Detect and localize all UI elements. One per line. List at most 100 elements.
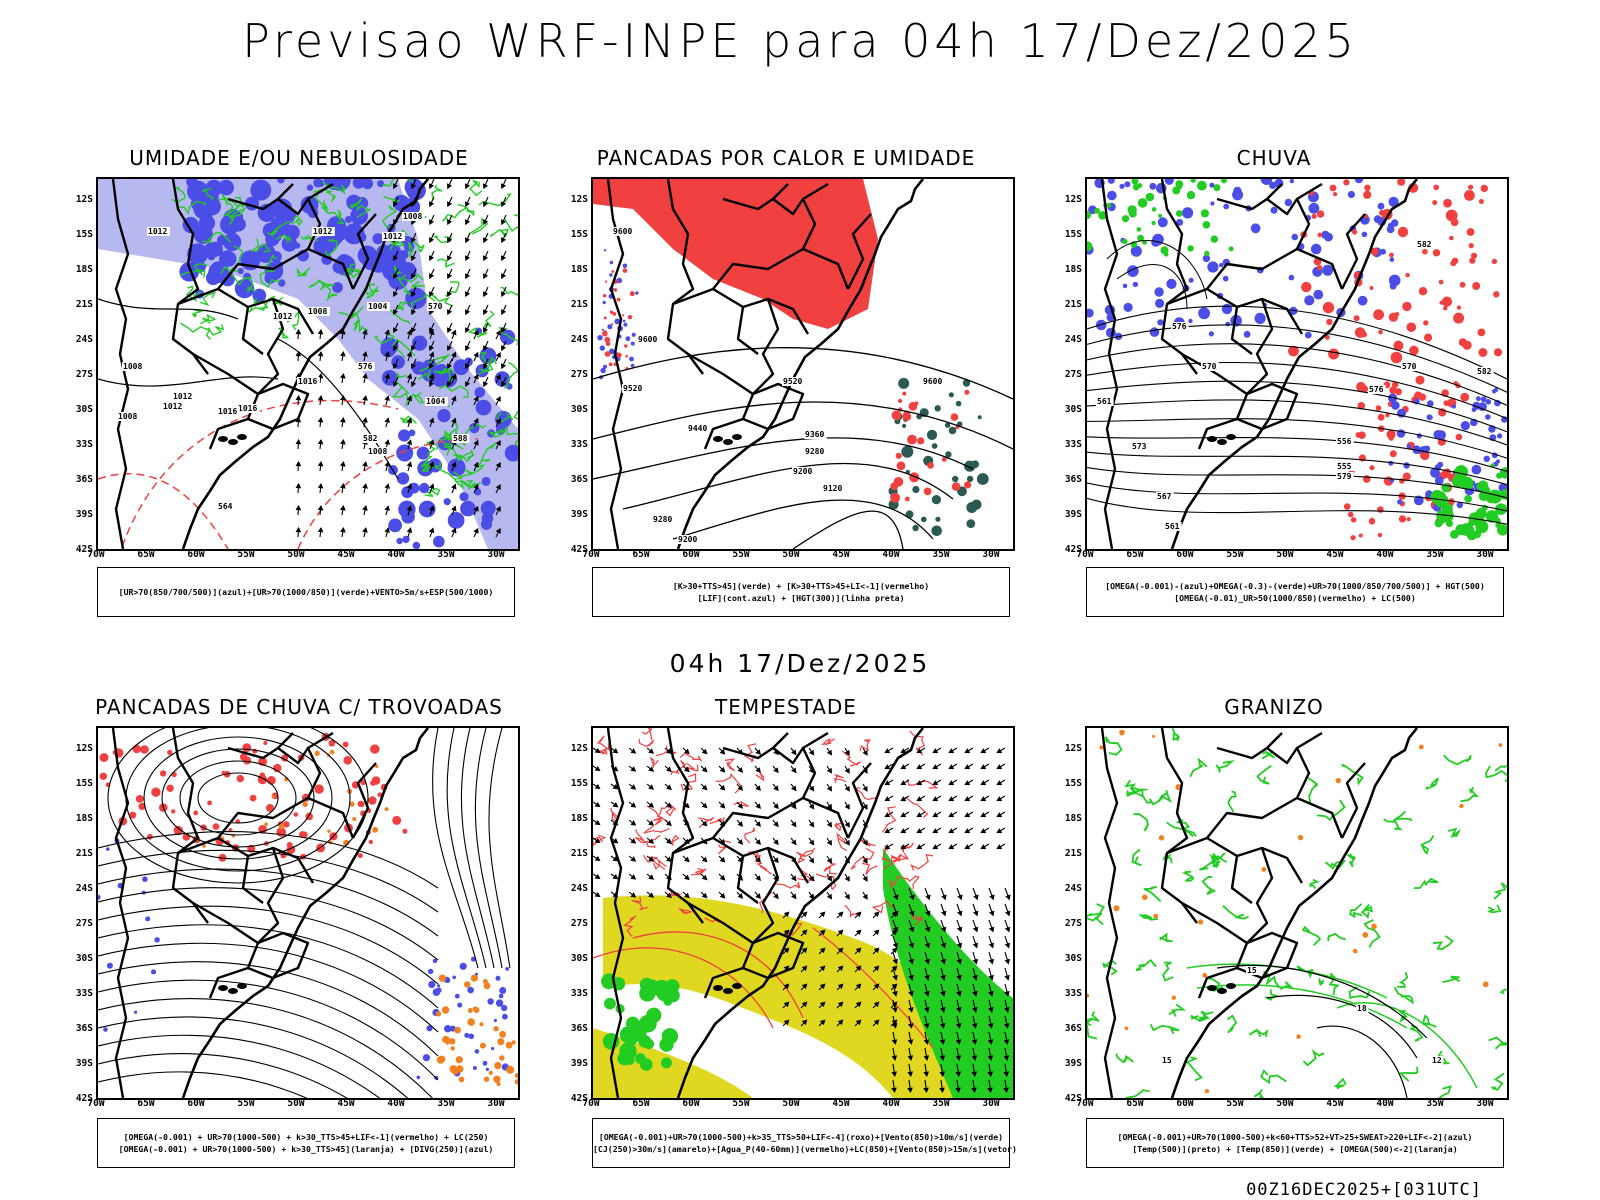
lon-label: 45W xyxy=(337,549,355,560)
svg-text:9360: 9360 xyxy=(805,430,824,439)
lat-label: 21S xyxy=(75,848,93,859)
lon-label: 35W xyxy=(437,1098,455,1109)
lon-label: 30W xyxy=(487,549,505,560)
svg-text:579: 579 xyxy=(1337,472,1352,481)
svg-text:9520: 9520 xyxy=(623,384,642,393)
lat-label: 15S xyxy=(1064,229,1082,240)
lat-label: 30S xyxy=(1064,404,1082,415)
panel-3-title: CHUVA xyxy=(1236,146,1312,170)
lat-label: 24S xyxy=(1064,334,1082,345)
panel-4-title: PANCADAS DE CHUVA C/ TROVOADAS xyxy=(95,695,503,719)
svg-text:9600: 9600 xyxy=(638,335,657,344)
lon-label: 60W xyxy=(1176,549,1194,560)
lon-label: 55W xyxy=(1226,1098,1244,1109)
lat-label: 18S xyxy=(75,264,93,275)
lon-label: 30W xyxy=(982,549,1000,560)
lon-label: 70W xyxy=(87,1098,105,1109)
lat-label: 12S xyxy=(1064,743,1082,754)
map-pancadas-calor: 9600 9600 9520 9440 9360 9280 9200 9120 9520 9600… xyxy=(591,177,1015,551)
lon-label: 55W xyxy=(732,1098,750,1109)
lat-label: 21S xyxy=(570,299,588,310)
lon-label: 65W xyxy=(632,549,650,560)
svg-text:1012: 1012 xyxy=(383,232,402,241)
lat-label: 21S xyxy=(570,848,588,859)
svg-text:9120: 9120 xyxy=(823,484,842,493)
lat-label: 12S xyxy=(1064,194,1082,205)
lat-label: 15S xyxy=(75,778,93,789)
lon-label: 50W xyxy=(782,1098,800,1109)
lat-label: 18S xyxy=(1064,813,1082,824)
map-trovoadas xyxy=(96,726,520,1100)
lon-label: 35W xyxy=(932,1098,950,1109)
lat-label: 36S xyxy=(570,1023,588,1034)
lat-label: 12S xyxy=(570,743,588,754)
lon-label: 35W xyxy=(1426,1098,1444,1109)
lat-label: 33S xyxy=(75,988,93,999)
map-tempestade xyxy=(591,726,1015,1100)
lon-label: 35W xyxy=(437,549,455,560)
svg-text:12: 12 xyxy=(1432,1056,1442,1065)
lon-label: 30W xyxy=(1476,549,1494,560)
svg-text:9280: 9280 xyxy=(805,447,824,456)
lon-label: 60W xyxy=(187,549,205,560)
lon-label: 65W xyxy=(1126,1098,1144,1109)
lon-label: 70W xyxy=(87,549,105,560)
lon-label: 30W xyxy=(1476,1098,1494,1109)
lat-label: 36S xyxy=(1064,1023,1082,1034)
svg-text:1008: 1008 xyxy=(118,412,137,421)
svg-text:15: 15 xyxy=(1247,966,1257,975)
svg-text:1004: 1004 xyxy=(426,397,445,406)
lat-label: 39S xyxy=(1064,1058,1082,1069)
panel-5-title: TEMPESTADE xyxy=(715,695,857,719)
lon-label: 65W xyxy=(137,1098,155,1109)
lat-label: 39S xyxy=(75,1058,93,1069)
lon-label: 70W xyxy=(1076,549,1094,560)
legend-panel-3: [OMEGA(-0.001)-(azul)+OMEGA(-0.3)-(verde… xyxy=(1086,567,1504,617)
lat-label: 12S xyxy=(75,194,93,205)
lon-label: 40W xyxy=(1376,549,1394,560)
legend-panel-6: [OMEGA(-0.001)+UR>70(1000-500)+k<60+TTS>… xyxy=(1086,1118,1504,1168)
lat-label: 27S xyxy=(570,918,588,929)
svg-text:570: 570 xyxy=(1402,362,1417,371)
lat-label: 15S xyxy=(75,229,93,240)
lat-label: 18S xyxy=(1064,264,1082,275)
svg-text:1012: 1012 xyxy=(163,402,182,411)
panel-2-title: PANCADAS POR CALOR E UMIDADE xyxy=(596,146,976,170)
svg-text:1016: 1016 xyxy=(298,377,317,386)
legend-panel-1: [UR>70(850/700/500)](azul)+[UR>70(1000/8… xyxy=(97,567,515,617)
lat-label: 30S xyxy=(75,404,93,415)
lon-label: 65W xyxy=(1126,549,1144,560)
lat-label: 39S xyxy=(570,1058,588,1069)
lat-label: 42S xyxy=(75,544,93,555)
svg-text:1008: 1008 xyxy=(308,307,327,316)
svg-text:9520: 9520 xyxy=(783,377,802,386)
lon-label: 60W xyxy=(682,549,700,560)
lon-label: 35W xyxy=(932,549,950,560)
lon-label: 65W xyxy=(137,549,155,560)
lat-label: 27S xyxy=(570,369,588,380)
lat-label: 36S xyxy=(75,474,93,485)
lon-label: 50W xyxy=(782,549,800,560)
map-umidade: 1012 1012 1012 1008 1004 1008 1016 1012 1008 1004… xyxy=(96,177,520,551)
lat-label: 42S xyxy=(570,1093,588,1104)
svg-text:1012: 1012 xyxy=(173,392,192,401)
lon-label: 35W xyxy=(1426,549,1444,560)
lat-label: 24S xyxy=(75,334,93,345)
lat-label: 39S xyxy=(570,509,588,520)
lon-label: 50W xyxy=(1276,549,1294,560)
lat-label: 30S xyxy=(570,404,588,415)
panel-1-title: UMIDADE E/OU NEBULOSIDADE xyxy=(129,146,469,170)
lon-label: 70W xyxy=(582,1098,600,1109)
lon-label: 40W xyxy=(882,549,900,560)
lon-label: 50W xyxy=(1276,1098,1294,1109)
lat-label: 24S xyxy=(1064,883,1082,894)
lat-label: 27S xyxy=(75,369,93,380)
lon-label: 40W xyxy=(387,1098,405,1109)
svg-text:1004: 1004 xyxy=(368,302,387,311)
svg-text:570: 570 xyxy=(1202,362,1217,371)
lat-label: 33S xyxy=(75,439,93,450)
lon-label: 55W xyxy=(732,549,750,560)
map-granizo: 15 12 18 15 xyxy=(1085,726,1509,1100)
svg-text:1008: 1008 xyxy=(403,212,422,221)
lat-label: 36S xyxy=(75,1023,93,1034)
